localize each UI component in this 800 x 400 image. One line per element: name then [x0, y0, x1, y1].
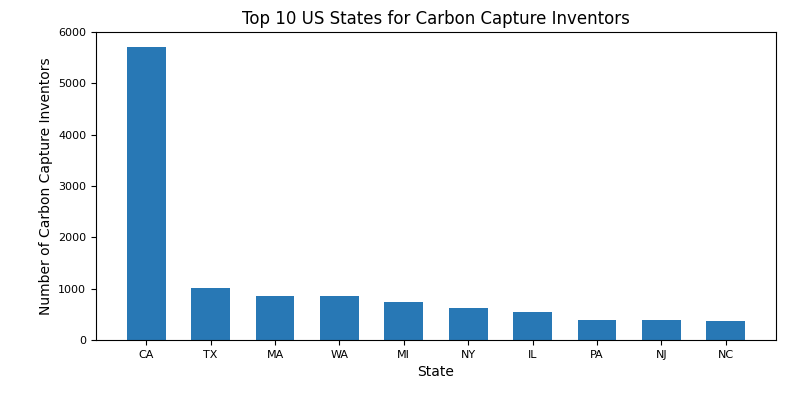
Bar	[320, 296, 358, 340]
Bar	[449, 308, 487, 340]
Bar	[256, 296, 294, 340]
X-axis label: State: State	[418, 365, 454, 379]
Bar	[578, 320, 616, 340]
Y-axis label: Number of Carbon Capture Inventors: Number of Carbon Capture Inventors	[38, 57, 53, 315]
Bar	[191, 288, 230, 340]
Bar	[385, 302, 423, 340]
Bar	[706, 321, 745, 340]
Title: Top 10 US States for Carbon Capture Inventors: Top 10 US States for Carbon Capture Inve…	[242, 10, 630, 28]
Bar	[514, 312, 552, 340]
Bar	[127, 47, 166, 340]
Bar	[642, 320, 681, 340]
